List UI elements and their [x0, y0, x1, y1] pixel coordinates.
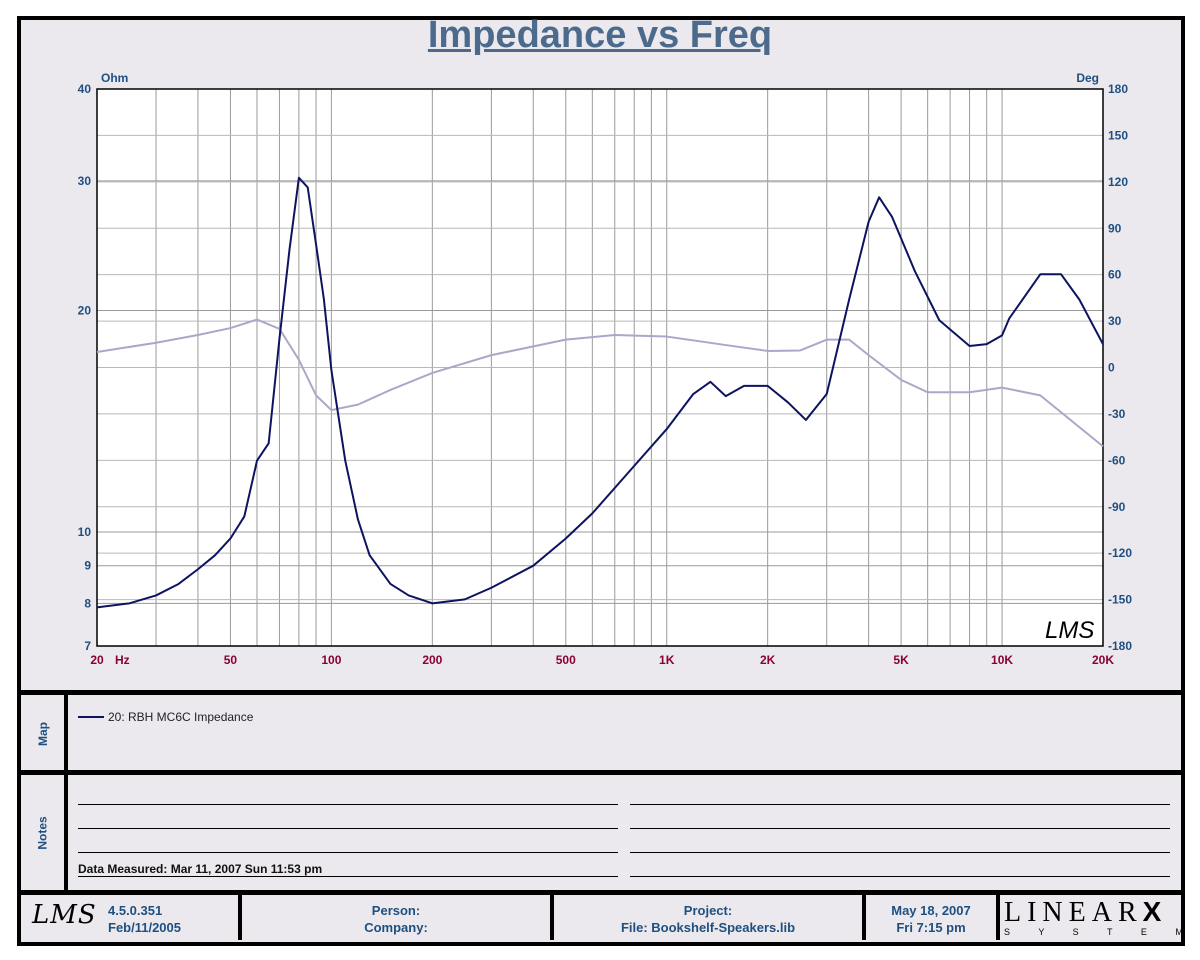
y2-axis-label: Deg: [1076, 71, 1099, 85]
x-tick-label: 1K: [659, 653, 675, 667]
notes-line: [630, 876, 1170, 877]
y2-tick-label: -150: [1108, 593, 1132, 607]
notes-line: [78, 828, 618, 829]
y-tick-label: 40: [78, 82, 92, 96]
date: May 18, 2007: [891, 903, 971, 918]
linearx-logo: LINEARX S Y S T E M S: [1004, 896, 1200, 938]
y2-tick-label: -180: [1108, 639, 1132, 653]
y-tick-label: 30: [78, 174, 92, 188]
divider: [17, 890, 1183, 895]
x-axis-unit: Hz: [115, 653, 130, 667]
y-axis-label: Ohm: [101, 71, 128, 85]
divider: [17, 690, 1183, 695]
notes-line: [630, 804, 1170, 805]
y2-tick-label: 0: [1108, 361, 1115, 375]
divider: [550, 893, 554, 940]
y-tick-label: 10: [78, 525, 92, 539]
y-tick-label: 8: [84, 596, 91, 610]
y-tick-label: 7: [84, 639, 91, 653]
x-tick-label: 2K: [760, 653, 776, 667]
legend-label: 20: RBH MC6C Impedance: [108, 710, 254, 724]
impedance-chart: 20 50 100 200 500 1K 2K 5K 10K 20K Hz 7 8 9 10 20 30 40 18…: [78, 71, 1133, 667]
brand-sub: S Y S T E M S: [1004, 927, 1200, 937]
person-label: Person:: [371, 903, 421, 918]
x-tick-label: 10K: [991, 653, 1013, 667]
person-info: Person: Company:: [242, 902, 550, 936]
chart-title: Impedance vs Freq: [427, 14, 773, 56]
notes-line: [78, 804, 618, 805]
y2-tick-label: 150: [1108, 128, 1128, 142]
divider: [996, 893, 1000, 940]
brand-text: LINEAR: [1004, 897, 1143, 928]
y2-tick-label: -120: [1108, 546, 1132, 560]
phase-line: [96, 318, 1104, 448]
y2-tick-label: 120: [1108, 175, 1128, 189]
divider: [17, 770, 1183, 775]
divider: [862, 893, 866, 940]
notes-section-label: Notes: [36, 815, 50, 850]
y2-tick-label: -30: [1108, 407, 1126, 421]
x-tick-label: 20K: [1092, 653, 1114, 667]
x-tick-label: 5K: [893, 653, 909, 667]
x-tick-label: 100: [321, 653, 341, 667]
divider: [64, 695, 68, 771]
notes-line: [630, 828, 1170, 829]
y2-tick-label: 30: [1108, 314, 1122, 328]
divider: [238, 893, 242, 940]
y2-tick-label: 90: [1108, 221, 1122, 235]
x-tick-label: 200: [422, 653, 442, 667]
build-date: Feb/11/2005: [108, 920, 181, 935]
data-measured: Data Measured: Mar 11, 2007 Sun 11:53 pm: [78, 862, 323, 876]
notes-line: [78, 852, 618, 853]
brand-x: X: [1142, 896, 1168, 927]
date-info: May 18, 2007 Fri 7:15 pm: [866, 902, 996, 936]
x-tick-label: 500: [556, 653, 576, 667]
version-info: 4.5.0.351 Feb/11/2005: [108, 902, 181, 936]
project-info: Project: File: Bookshelf-Speakers.lib: [554, 902, 862, 936]
y-tick-label: 20: [78, 304, 92, 318]
legend-swatch: [78, 716, 104, 718]
divider: [64, 775, 68, 890]
x-tick-label: 50: [224, 653, 238, 667]
y-tick-label: 9: [84, 559, 91, 573]
lms-logo: LMS: [32, 900, 97, 930]
version: 4.5.0.351: [108, 903, 163, 918]
y2-tick-label: -90: [1108, 500, 1126, 514]
map-section-label: Map: [36, 722, 50, 746]
y2-tick-label: 180: [1108, 82, 1128, 96]
notes-line: [78, 876, 618, 877]
notes-line: [630, 852, 1170, 853]
lms-watermark: LMS: [1045, 617, 1094, 644]
y2-tick-label: 60: [1108, 268, 1122, 282]
y2-tick-label: -60: [1108, 453, 1126, 467]
plot-border: [96, 88, 1104, 647]
time: Fri 7:15 pm: [896, 920, 966, 935]
file-name: File: Bookshelf-Speakers.lib: [620, 920, 796, 935]
project-label: Project:: [683, 903, 733, 918]
legend-item: 20: RBH MC6C Impedance: [78, 710, 253, 724]
x-tick-label: 20: [90, 653, 104, 667]
company-label: Company:: [364, 920, 428, 935]
impedance-line: [96, 176, 1104, 609]
